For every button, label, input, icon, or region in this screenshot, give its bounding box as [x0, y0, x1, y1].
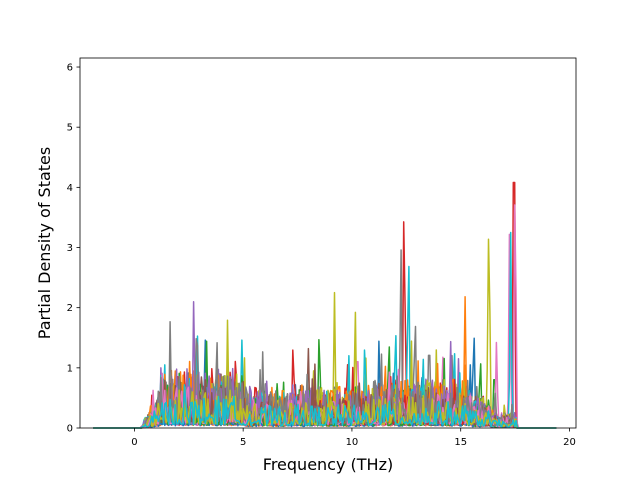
x-axis-ticks: 0 5 10 15 20: [131, 428, 576, 448]
plot-frame: [79, 57, 577, 429]
x-tick-label: 20: [563, 437, 576, 448]
y-tick-label: 4: [67, 183, 73, 194]
y-axis-label: Partial Density of States: [35, 147, 54, 339]
y-tick-label: 6: [67, 63, 73, 74]
y-tick-label: 0: [67, 424, 73, 435]
x-tick-label: 15: [454, 437, 467, 448]
series-layer: [93, 181, 557, 429]
x-axis-label: Frequency (THz): [263, 455, 393, 474]
pdos-series-line: [93, 384, 557, 429]
y-tick-label: 3: [67, 243, 73, 254]
y-tick-label: 2: [67, 303, 73, 314]
y-tick-label: 5: [67, 123, 73, 134]
x-tick-label: 0: [131, 437, 137, 448]
y-tick-label: 1: [67, 363, 73, 374]
x-tick-label: 10: [346, 437, 359, 448]
y-axis-ticks: 0 1 2 3 4 5 6: [67, 63, 80, 435]
x-tick-label: 5: [240, 437, 246, 448]
